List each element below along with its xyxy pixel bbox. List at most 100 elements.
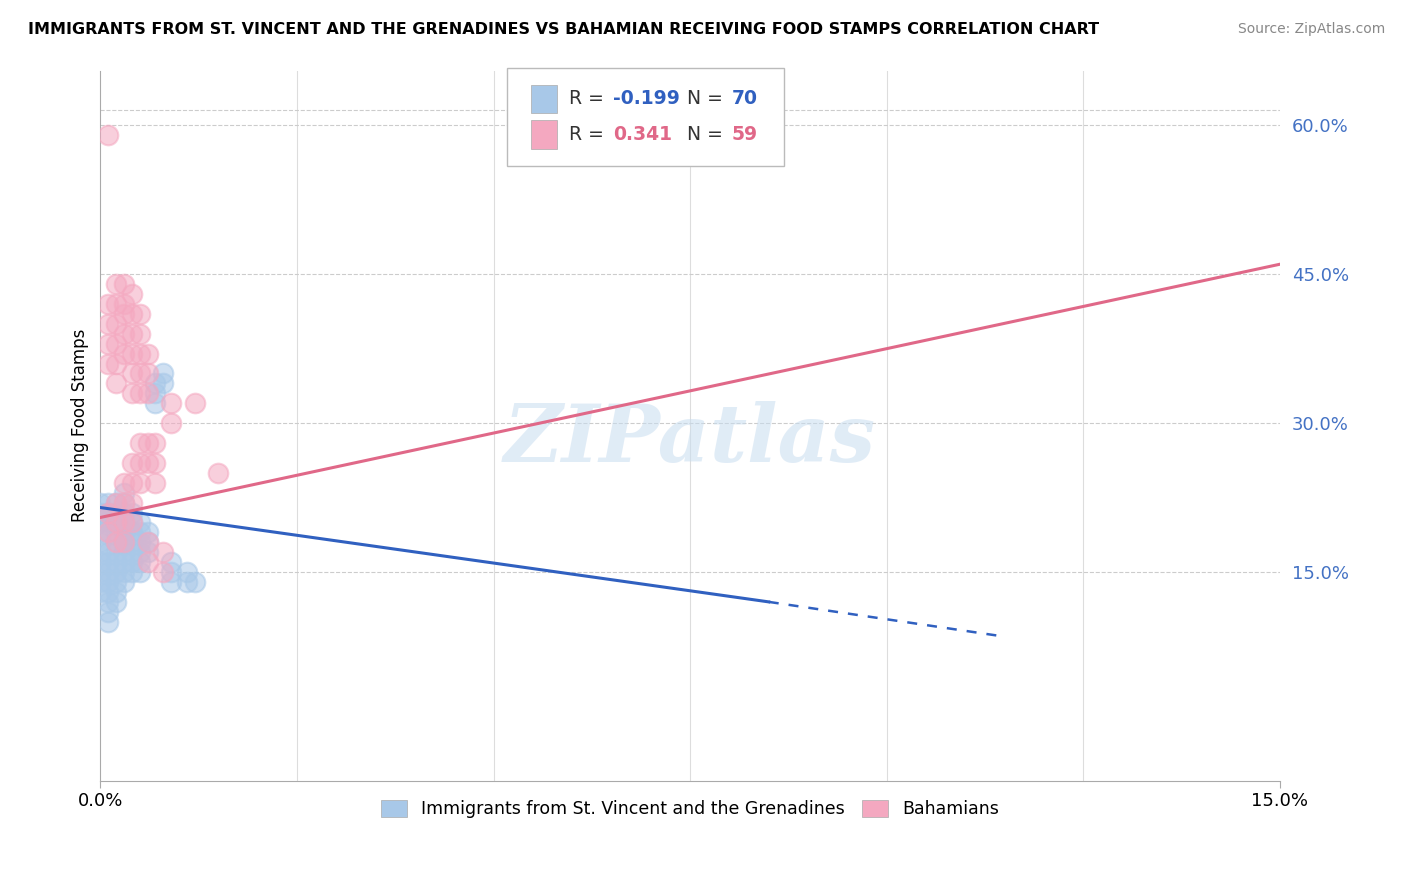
Point: [105, 495, 128, 509]
Point: [121, 516, 143, 530]
Point: [112, 535, 135, 549]
Point: [112, 475, 135, 490]
Point: [128, 346, 150, 360]
Point: [128, 307, 150, 321]
Point: [136, 367, 159, 381]
Point: [105, 376, 128, 391]
Point: [97, 506, 120, 520]
Point: [97, 574, 120, 589]
Point: [105, 516, 128, 530]
Point: [136, 535, 159, 549]
Y-axis label: Receiving Food Stamps: Receiving Food Stamps: [72, 329, 89, 523]
Point: [105, 535, 128, 549]
Point: [97, 357, 120, 371]
Point: [128, 386, 150, 401]
Point: [136, 525, 159, 540]
Point: [89, 565, 111, 579]
Point: [97, 525, 120, 540]
Point: [112, 574, 135, 589]
Point: [121, 516, 143, 530]
Point: [105, 506, 128, 520]
Point: [136, 555, 159, 569]
Text: N =: N =: [686, 89, 728, 109]
Point: [105, 545, 128, 559]
Point: [105, 574, 128, 589]
Point: [152, 565, 174, 579]
Point: [97, 525, 120, 540]
Point: [145, 386, 167, 401]
Point: [136, 535, 159, 549]
Point: [121, 475, 143, 490]
Point: [97, 317, 120, 331]
Point: [152, 367, 174, 381]
Point: [97, 565, 120, 579]
Point: [97, 595, 120, 609]
Point: [97, 128, 120, 142]
Point: [121, 545, 143, 559]
Point: [176, 565, 198, 579]
Point: [89, 574, 111, 589]
Point: [97, 506, 120, 520]
Point: [105, 595, 128, 609]
Point: [89, 585, 111, 599]
Point: [112, 525, 135, 540]
Point: [105, 495, 128, 509]
Text: Source: ZipAtlas.com: Source: ZipAtlas.com: [1237, 22, 1385, 37]
Point: [160, 416, 183, 430]
Point: [89, 516, 111, 530]
Point: [97, 605, 120, 619]
Point: [112, 516, 135, 530]
Point: [145, 436, 167, 450]
Point: [128, 326, 150, 341]
Point: [89, 545, 111, 559]
Point: [121, 307, 143, 321]
Point: [128, 516, 150, 530]
Point: [89, 495, 111, 509]
Point: [105, 565, 128, 579]
Point: [136, 456, 159, 470]
Point: [112, 346, 135, 360]
Point: [112, 495, 135, 509]
Point: [105, 525, 128, 540]
Point: [105, 357, 128, 371]
Point: [105, 585, 128, 599]
Legend: Immigrants from St. Vincent and the Grenadines, Bahamians: Immigrants from St. Vincent and the Gren…: [374, 793, 1005, 825]
Point: [128, 475, 150, 490]
Point: [105, 297, 128, 311]
Point: [128, 545, 150, 559]
Point: [112, 326, 135, 341]
FancyBboxPatch shape: [531, 120, 557, 149]
Point: [145, 396, 167, 410]
Point: [152, 376, 174, 391]
Point: [112, 277, 135, 291]
Point: [112, 506, 135, 520]
Point: [112, 516, 135, 530]
Point: [105, 336, 128, 351]
Point: [105, 516, 128, 530]
Point: [160, 565, 183, 579]
Point: [121, 346, 143, 360]
Text: 0.341: 0.341: [613, 125, 672, 144]
Point: [121, 287, 143, 301]
Point: [89, 555, 111, 569]
Point: [112, 555, 135, 569]
Point: [136, 386, 159, 401]
Point: [128, 555, 150, 569]
Point: [152, 545, 174, 559]
Point: [121, 506, 143, 520]
Point: [97, 545, 120, 559]
Point: [112, 495, 135, 509]
Point: [97, 297, 120, 311]
Point: [136, 346, 159, 360]
Point: [97, 555, 120, 569]
Point: [121, 367, 143, 381]
Text: 59: 59: [731, 125, 758, 144]
Point: [121, 555, 143, 569]
Point: [105, 535, 128, 549]
Text: R =: R =: [568, 89, 610, 109]
Point: [112, 565, 135, 579]
Point: [160, 574, 183, 589]
Point: [97, 615, 120, 629]
Point: [121, 495, 143, 509]
Point: [136, 545, 159, 559]
